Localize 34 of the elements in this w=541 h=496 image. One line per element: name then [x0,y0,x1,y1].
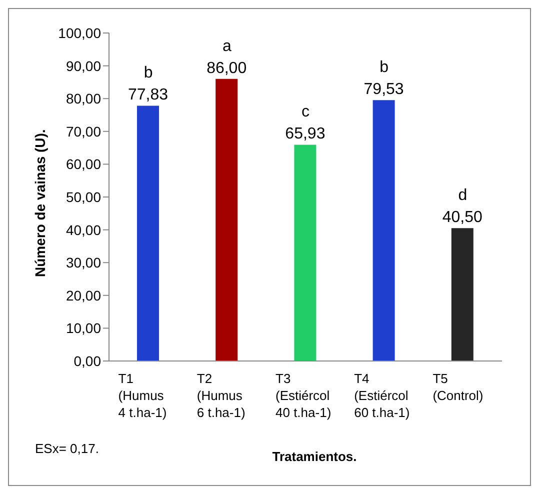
y-tick-label: 90,00 [66,58,102,74]
y-tick-label: 30,00 [66,254,102,271]
data-label: 40,50 [442,209,483,226]
x-axis-title: Tratamientos. [272,449,357,464]
bar [451,228,474,361]
y-tick-label: 20,00 [66,287,102,304]
text: ESx= 0,17. [35,441,99,456]
data-label: 79,53 [364,81,404,98]
x-tick-label: T3 (Estiércol 40 t.ha-1) [276,371,332,420]
y-tick-label: 0,00 [74,352,102,369]
bar [216,78,238,361]
data-label: 65,93 [285,126,326,143]
x-tick-label: T5 (Control) [432,371,484,403]
bar [137,106,159,361]
bar [372,100,395,361]
data-label: 77,83 [128,86,168,104]
y-tick-label: 40,00 [66,222,102,238]
annotation: b [380,59,389,76]
annotation: c [302,104,310,121]
annotation: d [458,187,468,204]
x-tick-label: T4 (Estiércol 60 t.ha-1) [354,371,410,420]
y-tick-label: 50,00 [66,188,102,205]
annotation: b [144,64,153,82]
bar [294,144,316,361]
y-tick-label: 80,00 [66,90,102,107]
x-tick-label: T2 (Humus 6 t.ha-1) [196,371,246,420]
y-tick-label: 10,00 [66,320,102,336]
x-tick-label: T1 (Humus 4 t.ha-1) [118,371,167,420]
y-tick-label: 70,00 [66,123,102,140]
y-tick-label: 100,00 [58,24,102,41]
data-label: 86,00 [206,60,247,77]
y-axis-title: Número de vainas (U). [32,129,48,277]
y-tick-label: 60,00 [66,156,102,172]
annotation: a [222,38,232,55]
